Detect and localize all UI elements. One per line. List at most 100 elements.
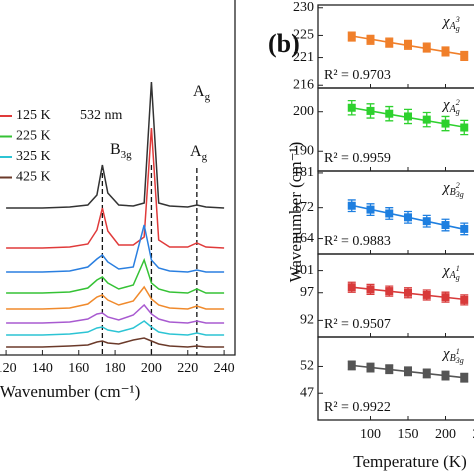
x-tick-label: 240 — [214, 361, 235, 376]
data-point — [422, 115, 431, 124]
label-symbol: χ — [441, 180, 450, 196]
label-sub: g — [456, 273, 460, 282]
y-tick-label: 101 — [293, 263, 314, 278]
x-tick-label: 180 — [105, 361, 126, 376]
data-point — [460, 51, 469, 60]
label-main: A — [449, 21, 457, 32]
data-point — [460, 295, 469, 304]
x-tick-label: 220 — [177, 361, 198, 376]
data-point — [441, 119, 450, 128]
label-symbol: χ — [441, 263, 450, 279]
spectrum — [6, 320, 225, 336]
x-tick-label: 150 — [398, 427, 419, 442]
label-main: B — [450, 187, 456, 198]
x-axis-label: Temperature (K) — [353, 452, 467, 471]
legend-label: 225 K — [16, 129, 51, 144]
x-tick-label: 160 — [68, 361, 89, 376]
series-label: χA1 g — [441, 263, 460, 281]
series-label: χB1 3g — [441, 346, 464, 364]
data-point — [422, 43, 431, 52]
spectrum — [6, 285, 225, 310]
y-axis-label: Wavenumber (cm⁻¹) — [286, 142, 305, 283]
data-point — [404, 40, 412, 49]
legend-label: 425 K — [16, 170, 51, 185]
r-squared: R² = 0.9883 — [324, 234, 391, 249]
label-main: B — [450, 353, 456, 364]
label-sub: 3g — [455, 190, 464, 199]
data-point — [347, 32, 356, 41]
data-point — [404, 367, 412, 376]
data-point — [385, 109, 394, 118]
spectrum — [6, 224, 225, 273]
label-sub: g — [456, 24, 460, 33]
x-tick-label: 200 — [141, 361, 162, 376]
data-point — [385, 287, 394, 296]
label-sub: 3g — [455, 356, 464, 365]
label-sup: 2 — [456, 181, 460, 190]
panel-frame — [317, 336, 474, 421]
label-symbol: χ — [441, 97, 450, 113]
peak-label: Ag — [190, 143, 208, 163]
legend-label: 325 K — [16, 149, 51, 164]
data-point — [385, 209, 394, 218]
peak-label: B3g — [110, 141, 132, 161]
y-tick-label: 225 — [293, 28, 314, 43]
data-point — [441, 221, 450, 230]
label-sup: 2 — [456, 98, 460, 107]
data-point — [422, 290, 431, 299]
label-sup: 1 — [456, 264, 460, 273]
data-point — [347, 361, 356, 370]
data-point — [404, 112, 412, 121]
peak-label: Ag — [193, 83, 211, 103]
data-point — [422, 369, 431, 378]
y-tick-label: 52 — [300, 359, 314, 374]
r-squared: R² = 0.9507 — [324, 317, 391, 332]
x-tick-label: 250 — [473, 427, 474, 442]
label-main: A — [449, 270, 457, 281]
laser-label: 532 nm — [80, 108, 123, 123]
x-tick-label: 120 — [0, 361, 17, 376]
data-point — [404, 213, 412, 222]
data-point — [404, 288, 412, 297]
label-sup: 3 — [455, 15, 460, 24]
y-tick-label: 47 — [300, 385, 314, 400]
y-tick-label: 190 — [293, 143, 314, 158]
data-point — [366, 35, 375, 44]
spectrum — [6, 81, 225, 209]
peak-label-sub: 3g — [121, 149, 133, 161]
data-point — [347, 283, 356, 292]
data-point — [422, 217, 431, 226]
r-squared: R² = 0.9922 — [324, 400, 391, 415]
y-tick-label: 200 — [293, 104, 314, 119]
series-label: χA3 g — [441, 14, 460, 32]
label-symbol: χ — [441, 346, 450, 362]
data-point — [347, 201, 356, 210]
data-point — [385, 38, 394, 47]
axis-frame — [0, 0, 236, 356]
y-tick-label: 172 — [293, 200, 314, 215]
peak-label-sub: g — [205, 91, 211, 103]
y-tick-label: 216 — [293, 77, 314, 92]
data-point — [460, 224, 469, 233]
data-point — [347, 103, 356, 112]
data-point — [366, 106, 375, 115]
peak-label-main: A — [190, 143, 202, 160]
data-point — [460, 123, 469, 132]
data-point — [441, 371, 450, 380]
r-squared: R² = 0.9959 — [324, 151, 391, 166]
x-tick-label: 140 — [32, 361, 53, 376]
label-symbol: χ — [441, 14, 450, 30]
data-point — [366, 205, 375, 214]
series-label: χB2 3g — [441, 180, 464, 198]
spectrum — [6, 337, 225, 348]
spectrum — [6, 257, 225, 294]
spectrum — [6, 127, 225, 249]
peak-label-main: B — [110, 141, 121, 158]
y-tick-label: 230 — [293, 0, 314, 15]
y-tick-label: 164 — [293, 231, 314, 246]
x-tick-label: 200 — [435, 427, 456, 442]
series-label: χA2 g — [441, 97, 460, 115]
label-main: A — [449, 104, 457, 115]
